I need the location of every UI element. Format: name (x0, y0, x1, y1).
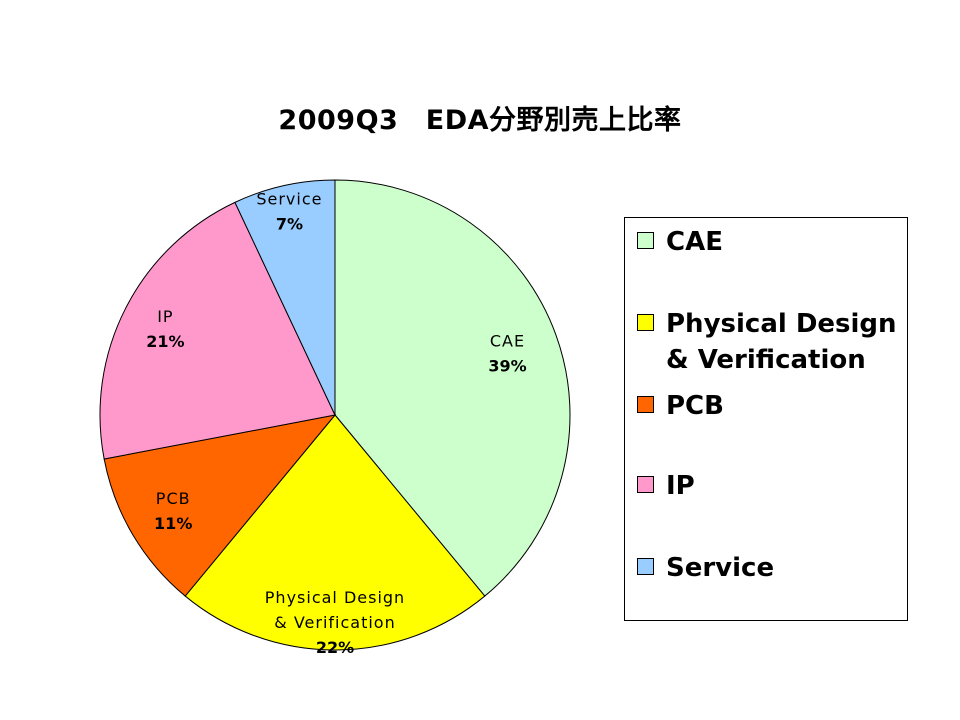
data-label-pcb: PCB 11% (154, 489, 192, 533)
data-label-value: 11% (154, 514, 192, 533)
legend-item-ip: IP (637, 468, 906, 504)
legend-item-pcb: PCB (637, 388, 906, 424)
data-label-value: 7% (276, 214, 303, 233)
pie-slice-service (234, 179, 336, 416)
legend: CAE Physical Design & Verification PCB IP Ser… (624, 217, 908, 621)
data-label-category: Physical Design (265, 588, 405, 607)
legend-label: IP (666, 471, 695, 501)
data-label-category: Service (256, 189, 322, 208)
pie-slice-physical-design-verification (184, 414, 486, 651)
legend-swatch (637, 314, 654, 331)
data-label-value: 22% (316, 638, 354, 657)
legend-item-physical-design-verification: Physical Design & Verification (637, 306, 906, 378)
data-label-ip: IP 21% (146, 307, 184, 351)
legend-item-service: Service (637, 550, 906, 586)
data-label-category: CAE (490, 331, 525, 350)
legend-item-cae: CAE (637, 224, 906, 260)
data-label-category: & Verification (274, 613, 395, 632)
data-label-value: 39% (488, 356, 526, 375)
data-label-cae: CAE 39% (488, 331, 526, 375)
pie-slice-ip (99, 201, 336, 460)
legend-swatch (637, 558, 654, 575)
legend-swatch (637, 476, 654, 493)
legend-label: Physical Design & Verification (666, 309, 897, 375)
pie-slice-cae (334, 179, 571, 597)
legend-label: PCB (666, 391, 724, 421)
data-label-service: Service 7% (256, 189, 322, 233)
legend-label: CAE (666, 227, 723, 257)
legend-swatch (637, 396, 654, 413)
data-label-category: IP (157, 307, 173, 326)
chart-title: 2009Q3 EDA分野別売上比率 (278, 105, 682, 136)
data-label-physical-design-verification: Physical Design & Verification 22% (265, 588, 405, 657)
legend-label: Service (666, 553, 775, 583)
data-label-value: 21% (146, 332, 184, 351)
legend-swatch (637, 232, 654, 249)
data-label-category: PCB (156, 489, 191, 508)
pie-slice-pcb (103, 414, 337, 597)
